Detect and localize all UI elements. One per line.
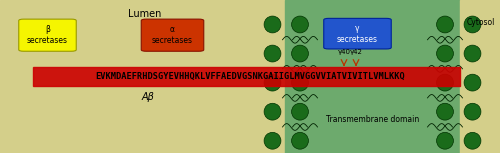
Bar	[0, 0, 285, 153]
Text: Transmembrane domain: Transmembrane domain	[326, 115, 419, 124]
Text: γ42: γ42	[350, 49, 362, 55]
Ellipse shape	[464, 103, 481, 120]
Ellipse shape	[436, 132, 454, 149]
Ellipse shape	[264, 74, 281, 91]
Ellipse shape	[464, 45, 481, 62]
Bar	[285, 0, 460, 153]
Text: Cytosol: Cytosol	[467, 19, 495, 27]
Ellipse shape	[464, 132, 481, 149]
Text: α
secretases: α secretases	[152, 25, 193, 45]
Ellipse shape	[264, 103, 281, 120]
Text: Aβ: Aβ	[141, 92, 154, 102]
Text: β
secretases: β secretases	[27, 25, 68, 45]
Ellipse shape	[264, 16, 281, 33]
FancyBboxPatch shape	[324, 18, 391, 49]
Text: Lumen: Lumen	[128, 9, 162, 19]
FancyBboxPatch shape	[19, 19, 76, 51]
Ellipse shape	[292, 103, 308, 120]
Ellipse shape	[464, 74, 481, 91]
Ellipse shape	[264, 132, 281, 149]
Ellipse shape	[292, 16, 308, 33]
Ellipse shape	[292, 74, 308, 91]
Bar	[460, 0, 500, 153]
Text: γ40: γ40	[338, 49, 350, 55]
Ellipse shape	[292, 45, 308, 62]
Text: EVKMDAEFRHDSGYEVHHQKLVFFAEDVGSNKGAIIGLMVGGVVIATVIVITLVMLKKQ: EVKMDAEFRHDSGYEVHHQKLVFFAEDVGSNKGAIIGLMV…	[95, 72, 405, 81]
Ellipse shape	[436, 74, 454, 91]
Ellipse shape	[436, 103, 454, 120]
Text: γ
secretases: γ secretases	[337, 24, 378, 44]
Ellipse shape	[264, 45, 281, 62]
Ellipse shape	[292, 132, 308, 149]
FancyBboxPatch shape	[142, 19, 204, 51]
Bar	[32, 67, 460, 86]
Ellipse shape	[436, 45, 454, 62]
Ellipse shape	[436, 16, 454, 33]
Ellipse shape	[464, 16, 481, 33]
